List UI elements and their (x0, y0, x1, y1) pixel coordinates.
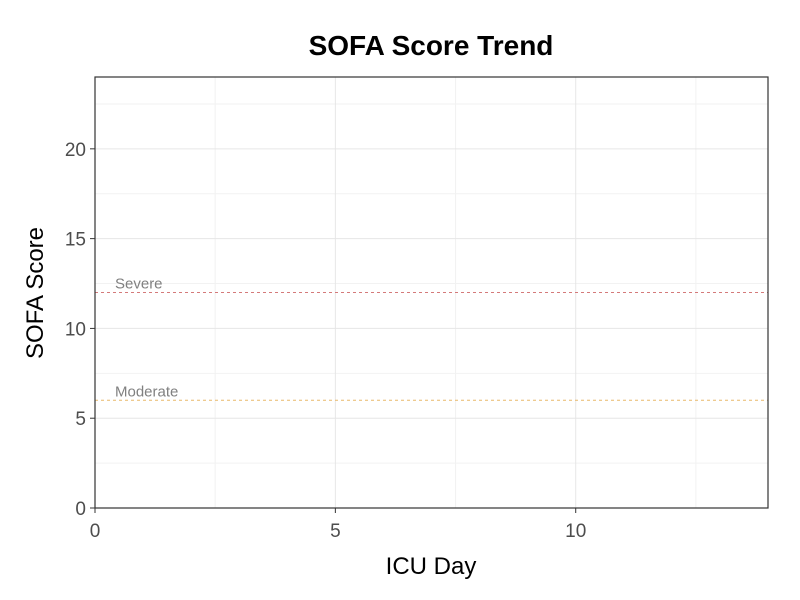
reference-label-moderate: Moderate (115, 383, 178, 400)
y-tick-label: 0 (75, 499, 86, 520)
y-tick-label: 10 (65, 319, 86, 340)
chart-title: SOFA Score Trend (309, 30, 554, 61)
reference-label-severe: Severe (115, 276, 163, 293)
y-tick-label: 5 (75, 409, 86, 430)
y-axis-label: SOFA Score (22, 227, 49, 359)
y-tick-label: 15 (65, 230, 86, 251)
x-tick-label: 0 (90, 521, 101, 542)
x-axis-label: ICU Day (386, 553, 477, 580)
panel-border (94, 76, 769, 509)
x-tick-label: 5 (330, 521, 341, 542)
y-tick-label: 20 (65, 140, 86, 161)
x-tick-label: 10 (565, 521, 586, 542)
plot-area: Severe Moderate 0 5 10 0 5 10 15 20 (65, 76, 769, 542)
